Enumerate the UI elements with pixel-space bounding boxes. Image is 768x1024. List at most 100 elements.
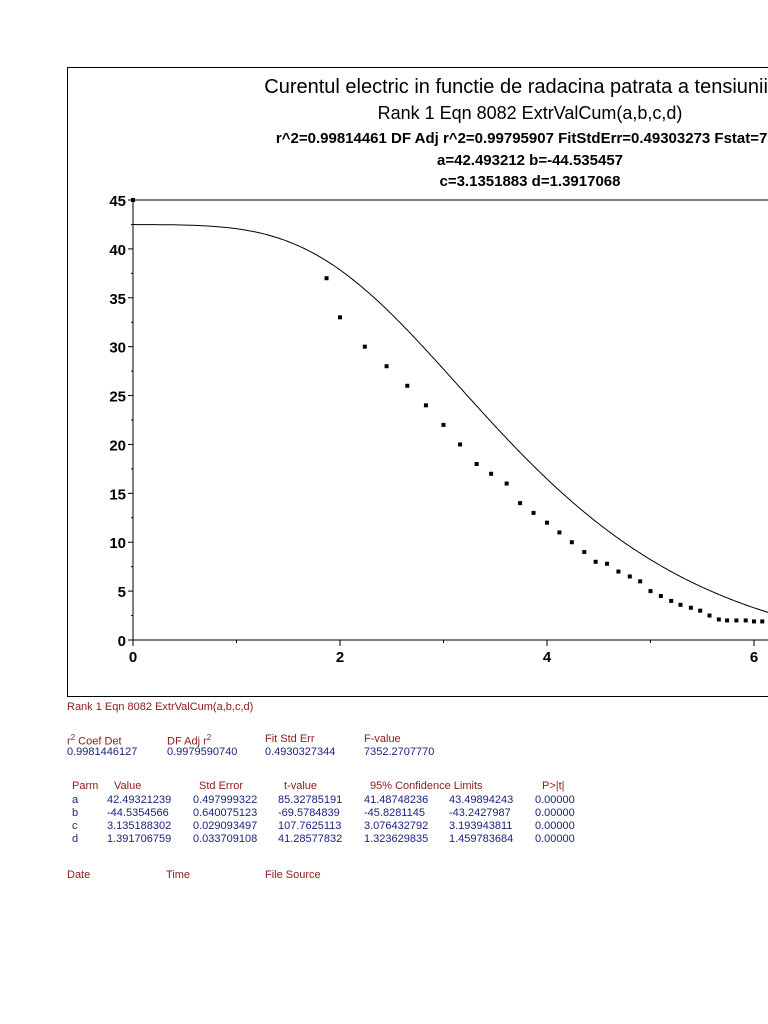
data-point-19 bbox=[605, 561, 610, 566]
data-point-3 bbox=[362, 344, 367, 349]
data-point-35 bbox=[760, 619, 765, 624]
chart-frame bbox=[67, 67, 768, 697]
col-header-t-value: t-value bbox=[284, 780, 318, 792]
data-point-12 bbox=[518, 501, 523, 506]
chart-subtitle: Rank 1 Eqn 8082 ExtrValCum(a,b,c,d) bbox=[377, 103, 683, 123]
plot-area: 0 5 10 15 20 25 30 35 40 45 0 2 4 6 bbox=[109, 193, 768, 666]
footer-file-source: File Source bbox=[265, 869, 321, 881]
param-c-t-value: 107.7625113 bbox=[278, 820, 342, 832]
col-header-p: P>|t| bbox=[542, 780, 565, 792]
y-tick-label-0: 0 bbox=[118, 633, 126, 650]
data-point-33 bbox=[743, 618, 748, 623]
data-point-30 bbox=[716, 617, 721, 622]
data-point-17 bbox=[582, 550, 587, 554]
col-header-std-error: Std Error bbox=[199, 780, 244, 792]
y-tick-label-10: 10 bbox=[109, 535, 126, 552]
data-point-9 bbox=[474, 462, 479, 466]
param-d-upper-limit: 1.459783684 bbox=[449, 833, 514, 845]
chart-stats-line: r^2=0.99814461 DF Adj r^2=0.99795907 Fit… bbox=[275, 130, 768, 147]
footer-time: Time bbox=[166, 869, 191, 881]
data-point-0 bbox=[131, 198, 135, 202]
param-a-t-value: 85.32785191 bbox=[278, 794, 343, 806]
data-point-25 bbox=[669, 598, 674, 603]
data-point-6 bbox=[423, 403, 428, 408]
param-a-lower-limit: 41.48748236 bbox=[364, 794, 429, 806]
y-tick-label-5: 5 bbox=[118, 584, 126, 601]
param-c-upper-limit: 3.193943811 bbox=[449, 820, 513, 832]
data-point-20 bbox=[616, 569, 621, 574]
param-b-parm: b bbox=[72, 807, 79, 819]
param-c-value: 3.135188302 bbox=[107, 820, 172, 832]
fit-curve bbox=[133, 224, 768, 613]
param-d-t-value: 41.28577832 bbox=[278, 833, 343, 845]
fvalue-value: 7352.2707770 bbox=[364, 746, 435, 758]
data-point-10 bbox=[489, 471, 494, 476]
data-point-8 bbox=[458, 442, 463, 447]
param-b-std-error: 0.640075123 bbox=[193, 807, 258, 819]
data-point-1 bbox=[324, 276, 329, 281]
param-c-p-value: 0.00000 bbox=[535, 820, 575, 832]
x-tick-label-4: 4 bbox=[543, 649, 552, 666]
data-point-4 bbox=[384, 364, 389, 369]
data-point-11 bbox=[504, 481, 509, 486]
data-point-26 bbox=[678, 602, 683, 607]
footer-date: Date bbox=[67, 869, 91, 881]
chart-params-line-2: c=3.1351883 d=1.3917068 bbox=[439, 173, 621, 190]
param-d-lower-limit: 1.323629835 bbox=[364, 833, 429, 845]
data-point-18 bbox=[593, 559, 598, 564]
chart-params-line-1: a=42.493212 b=-44.535457 bbox=[437, 152, 623, 169]
fvalue-label: F-value bbox=[364, 733, 401, 745]
y-tick-label-30: 30 bbox=[109, 340, 126, 357]
y-tick-label-35: 35 bbox=[109, 291, 126, 308]
param-c-std-error: 0.029093497 bbox=[193, 820, 258, 832]
data-point-28 bbox=[698, 608, 703, 613]
param-d-std-error: 0.033709108 bbox=[193, 833, 258, 845]
param-a-std-error: 0.497999322 bbox=[193, 794, 258, 806]
chart-title: Curentul electric in functie de radacina… bbox=[264, 76, 768, 98]
data-point-23 bbox=[648, 589, 653, 594]
col-header-parm: Parm bbox=[72, 780, 99, 792]
y-tick-label-45: 45 bbox=[109, 193, 126, 210]
rank-line: Rank 1 Eqn 8082 ExtrValCum(a,b,c,d) bbox=[67, 701, 254, 713]
param-c-lower-limit: 3.076432792 bbox=[364, 820, 429, 832]
param-d-p-value: 0.00000 bbox=[535, 833, 575, 845]
r2-label: r2 Coef Det bbox=[67, 733, 122, 748]
data-point-5 bbox=[405, 383, 410, 388]
data-point-34 bbox=[752, 619, 756, 624]
param-a-parm: a bbox=[72, 794, 79, 806]
param-a-p-value: 0.00000 bbox=[535, 794, 575, 806]
x-tick-label-2: 2 bbox=[336, 649, 344, 666]
data-point-27 bbox=[688, 605, 693, 610]
fitstd-value: 0.4930327344 bbox=[265, 746, 336, 758]
dfadj-label: DF Adj r2 bbox=[167, 733, 212, 748]
col-header-value: Value bbox=[114, 780, 142, 792]
data-point-31 bbox=[725, 618, 730, 623]
y-tick-label-15: 15 bbox=[109, 486, 126, 503]
y-tick-label-25: 25 bbox=[109, 389, 126, 406]
y-tick-label-20: 20 bbox=[109, 437, 126, 454]
param-d-parm: d bbox=[72, 833, 79, 845]
data-point-16 bbox=[569, 540, 574, 545]
param-a-value: 42.49321239 bbox=[107, 794, 172, 806]
col-header-confidence: 95% Confidence Limits bbox=[370, 780, 483, 792]
data-point-2 bbox=[338, 315, 342, 320]
param-b-upper-limit: -43.2427987 bbox=[449, 807, 511, 819]
fitstd-label: Fit Std Err bbox=[265, 733, 315, 745]
data-point-32 bbox=[734, 618, 739, 623]
y-tick-label-40: 40 bbox=[109, 242, 126, 259]
param-d-value: 1.391706759 bbox=[107, 833, 172, 845]
r2-value: 0.9981446127 bbox=[67, 746, 138, 758]
data-point-7 bbox=[441, 422, 446, 427]
data-point-13 bbox=[531, 510, 536, 515]
param-b-lower-limit: -45.8281145 bbox=[364, 807, 425, 819]
data-point-15 bbox=[557, 530, 562, 535]
x-tick-label-6: 6 bbox=[750, 649, 758, 666]
param-a-upper-limit: 43.49894243 bbox=[449, 794, 514, 806]
param-b-value: -44.5354566 bbox=[107, 807, 169, 819]
data-point-24 bbox=[658, 594, 663, 598]
data-point-21 bbox=[627, 574, 632, 579]
data-point-29 bbox=[707, 613, 712, 618]
param-b-p-value: 0.00000 bbox=[535, 807, 575, 819]
data-point-14 bbox=[545, 520, 549, 525]
data-point-22 bbox=[638, 579, 643, 584]
